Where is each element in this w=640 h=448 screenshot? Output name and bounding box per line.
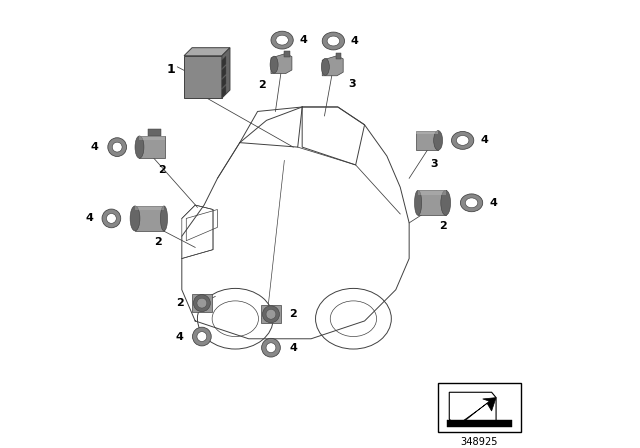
Ellipse shape (193, 295, 211, 312)
Polygon shape (222, 47, 230, 98)
Ellipse shape (321, 58, 330, 75)
Ellipse shape (434, 131, 443, 150)
Ellipse shape (270, 56, 278, 73)
Text: 2: 2 (258, 80, 266, 90)
Polygon shape (418, 190, 445, 215)
Polygon shape (284, 51, 290, 56)
Ellipse shape (460, 194, 483, 212)
Polygon shape (148, 129, 161, 136)
Polygon shape (416, 131, 438, 134)
Text: 4: 4 (490, 198, 498, 208)
Polygon shape (184, 47, 230, 56)
Polygon shape (416, 131, 438, 150)
Text: 4: 4 (85, 213, 93, 224)
Ellipse shape (456, 135, 469, 145)
Text: 4: 4 (351, 36, 358, 46)
Text: 2: 2 (158, 165, 166, 175)
Polygon shape (322, 56, 343, 76)
Polygon shape (222, 86, 226, 98)
Ellipse shape (327, 36, 340, 46)
Polygon shape (135, 206, 164, 231)
Ellipse shape (276, 35, 289, 45)
Polygon shape (222, 66, 226, 78)
Ellipse shape (441, 190, 451, 215)
Ellipse shape (108, 138, 127, 156)
Polygon shape (184, 56, 222, 98)
Polygon shape (271, 53, 292, 73)
Text: 348925: 348925 (461, 437, 498, 447)
Ellipse shape (130, 206, 140, 231)
Text: 2: 2 (154, 237, 162, 246)
Text: 1: 1 (166, 63, 175, 76)
Polygon shape (222, 76, 226, 88)
Polygon shape (261, 306, 281, 323)
Polygon shape (449, 392, 496, 424)
Ellipse shape (102, 209, 121, 228)
Polygon shape (222, 56, 226, 68)
Polygon shape (192, 294, 212, 312)
Ellipse shape (266, 343, 276, 353)
Bar (447, 420, 511, 427)
Ellipse shape (161, 206, 168, 231)
Ellipse shape (106, 214, 116, 223)
Text: 4: 4 (91, 142, 99, 152)
Text: 4: 4 (481, 135, 489, 146)
Ellipse shape (197, 332, 207, 341)
Ellipse shape (262, 306, 280, 323)
Text: 2: 2 (176, 298, 184, 308)
Text: 4: 4 (300, 35, 307, 45)
Text: 2: 2 (438, 221, 447, 231)
Text: 2: 2 (289, 309, 297, 319)
Ellipse shape (262, 338, 280, 357)
Ellipse shape (193, 327, 211, 346)
Text: 3: 3 (348, 79, 356, 89)
Text: 4: 4 (289, 343, 297, 353)
Ellipse shape (135, 136, 144, 158)
Ellipse shape (465, 198, 478, 208)
Ellipse shape (415, 190, 422, 215)
Text: 4: 4 (175, 332, 184, 341)
Polygon shape (140, 136, 165, 140)
Ellipse shape (271, 31, 293, 49)
Text: 3: 3 (430, 159, 438, 168)
Ellipse shape (112, 142, 122, 152)
Ellipse shape (266, 310, 276, 319)
Bar (438, 383, 520, 432)
Ellipse shape (322, 32, 344, 50)
Polygon shape (335, 53, 341, 59)
Polygon shape (418, 190, 445, 195)
Polygon shape (458, 398, 496, 424)
Polygon shape (135, 206, 164, 211)
Ellipse shape (451, 132, 474, 149)
Polygon shape (140, 136, 165, 158)
Ellipse shape (197, 298, 207, 308)
